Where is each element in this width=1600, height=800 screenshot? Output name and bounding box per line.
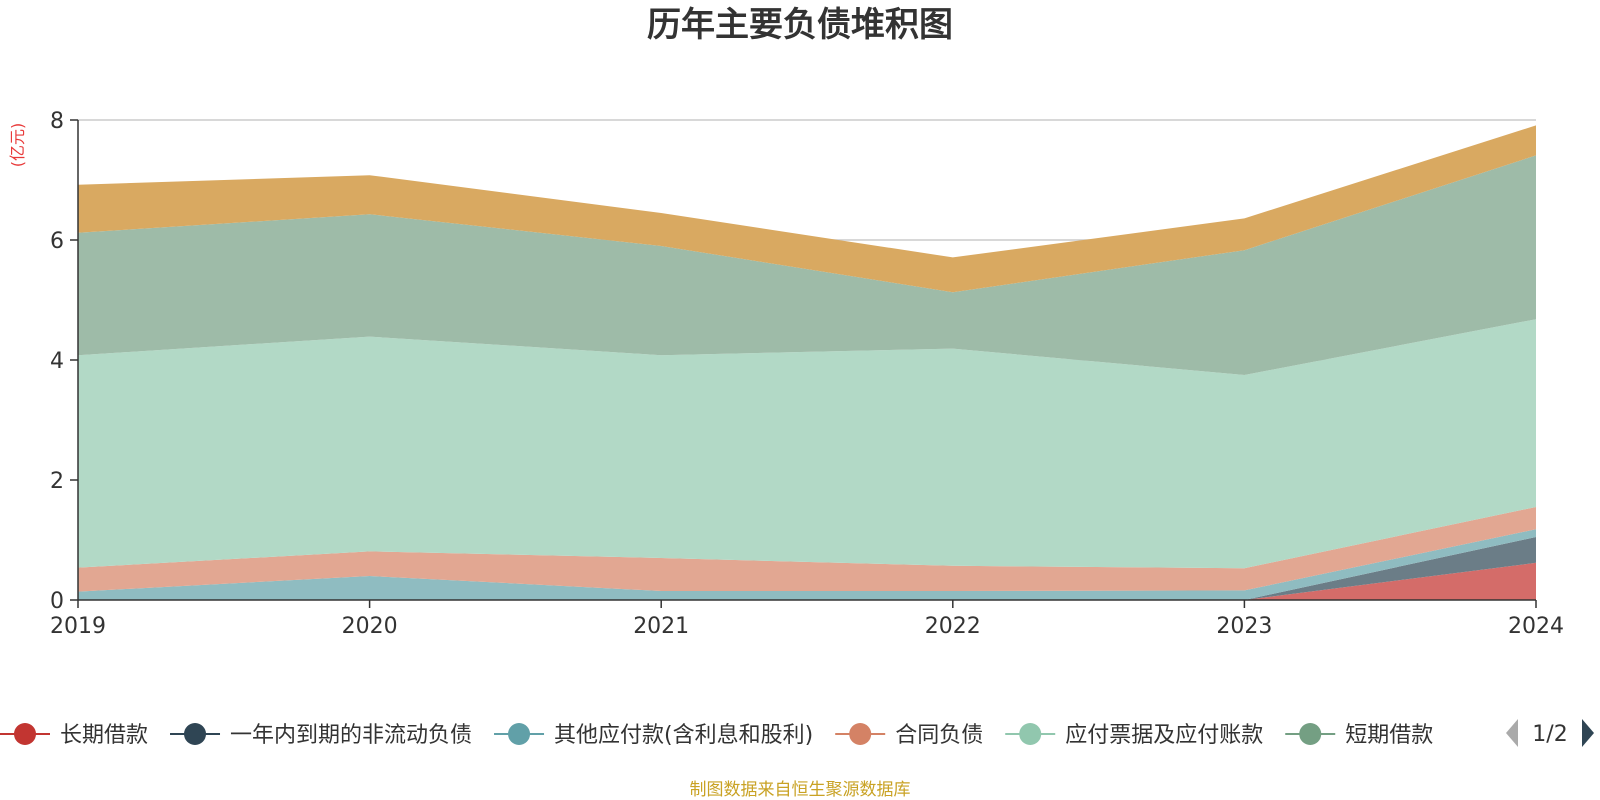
legend-item[interactable]: 一年内到期的非流动负债 bbox=[170, 723, 472, 748]
data-source-footer: 制图数据来自恒生聚源数据库 bbox=[690, 780, 911, 800]
legend-item[interactable]: 合同负债 bbox=[835, 723, 983, 748]
chart-title: 历年主要负债堆积图 bbox=[647, 5, 953, 45]
legend-marker-icon bbox=[184, 723, 207, 745]
legend-label: 应付票据及应付账款 bbox=[1065, 723, 1263, 748]
area-series-4 bbox=[78, 319, 1536, 569]
legend-label: 合同负债 bbox=[895, 723, 983, 748]
y-axis-unit: (亿元) bbox=[8, 123, 27, 168]
area-series-6 bbox=[78, 125, 1536, 293]
legend: 长期借款 一年内到期的非流动负债 其他应付款(含利息和股利) 合同负债 应付票据及应付账… bbox=[0, 723, 1433, 748]
legend-label: 一年内到期的非流动负债 bbox=[230, 723, 472, 748]
area-series-2 bbox=[78, 529, 1536, 600]
area-series-0 bbox=[78, 562, 1536, 600]
legend-item[interactable]: 短期借款 bbox=[1285, 723, 1433, 748]
area-series-3 bbox=[78, 507, 1536, 592]
legend-items: 长期借款 一年内到期的非流动负债 其他应付款(含利息和股利) 合同负债 应付票据及应付账… bbox=[0, 723, 1433, 748]
x-tick-label: 2019 bbox=[50, 614, 106, 639]
y-tick-label: 0 bbox=[50, 589, 64, 614]
next-page-icon[interactable] bbox=[1582, 719, 1594, 747]
legend-marker-icon bbox=[1299, 723, 1322, 745]
y-tick-label: 6 bbox=[50, 229, 64, 254]
x-tick-label: 2020 bbox=[342, 614, 398, 639]
area-series-5 bbox=[78, 155, 1536, 375]
x-tick-label: 2024 bbox=[1508, 614, 1564, 639]
area-series-layer bbox=[78, 125, 1536, 600]
y-tick-label: 2 bbox=[50, 469, 64, 494]
x-tick-label: 2022 bbox=[925, 614, 981, 639]
legend-marker-icon bbox=[1019, 723, 1042, 745]
legend-label: 长期借款 bbox=[60, 723, 148, 748]
legend-item[interactable]: 长期借款 bbox=[0, 723, 148, 748]
legend-page-indicator: 1/2 bbox=[1532, 722, 1567, 747]
x-tick-label: 2023 bbox=[1216, 614, 1272, 639]
legend-marker-icon bbox=[14, 723, 36, 745]
prev-page-icon[interactable] bbox=[1506, 719, 1518, 747]
axes: 0 2 4 6 8 2019 2020 2021 2022 2023 2024 bbox=[50, 109, 1564, 639]
legend-label: 其他应付款(含利息和股利) bbox=[554, 723, 813, 748]
legend-pager: 1/2 bbox=[1506, 719, 1594, 747]
legend-item[interactable]: 其他应付款(含利息和股利) bbox=[494, 723, 813, 748]
legend-marker-icon bbox=[849, 723, 872, 745]
y-tick-label: 4 bbox=[50, 349, 64, 374]
legend-item[interactable]: 应付票据及应付账款 bbox=[1005, 723, 1263, 748]
y-tick-label: 8 bbox=[50, 109, 64, 134]
legend-marker-icon bbox=[508, 723, 531, 745]
x-tick-label: 2021 bbox=[633, 614, 689, 639]
legend-label: 短期借款 bbox=[1345, 723, 1433, 748]
